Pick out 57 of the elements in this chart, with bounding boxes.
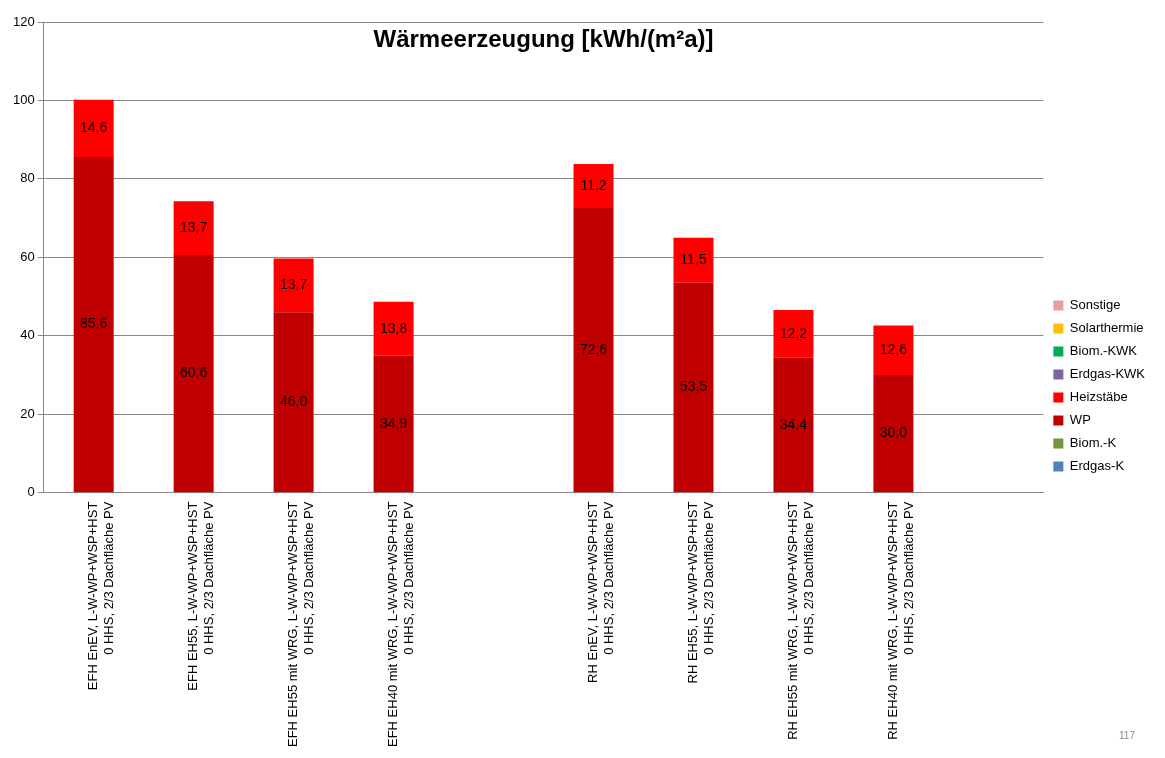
- data-label: 30,0: [879, 424, 908, 441]
- x-tick-label: EFH EnEV, L-W-WP+WSP+HST 0 HHS, 2/3 Dachfläche PV: [85, 501, 116, 691]
- text: 117: [1119, 729, 1136, 741]
- x-tick-label: EFH EH55 mit WRG, L-W-WP+WSP+HST 0 HHS, 2/3 Dachfläche PV: [285, 501, 316, 748]
- data-label: 13,8: [379, 319, 408, 336]
- bar: [73, 156, 114, 493]
- bar: [673, 282, 714, 493]
- data-label: 12,6: [879, 341, 908, 358]
- legend-label: Heizstäbe: [1069, 389, 1128, 405]
- bar: [573, 207, 614, 493]
- bar: [573, 163, 614, 208]
- y-tick-label: 0: [27, 484, 35, 500]
- x-tick-label: EFH EH40 mit WRG, L-W-WP+WSP+HST 0 HHS, 2/3 Dachfläche PV: [385, 501, 416, 748]
- bar: [373, 355, 414, 493]
- data-label: 12,2: [779, 324, 808, 341]
- y-tick-label: 20: [20, 405, 35, 421]
- y-tick-label: 80: [20, 170, 35, 186]
- data-label: 34,4: [779, 415, 808, 432]
- legend-label: Biom.-KWK: [1069, 343, 1138, 359]
- x-tick-label: RH EH55 mit WRG, L-W-WP+WSP+HST 0 HHS, 2/3 Dachfläche PV: [785, 501, 816, 740]
- data-label: 53,5: [679, 378, 708, 395]
- bar: [873, 325, 914, 375]
- bar: [173, 201, 214, 255]
- data-label: 34,9: [379, 414, 408, 431]
- data-label: 46,0: [279, 393, 308, 410]
- legend-label: Solarthermie: [1069, 320, 1144, 336]
- data-label: 13,7: [279, 276, 308, 293]
- y-tick-label: 60: [20, 248, 35, 264]
- data-label: 11,2: [580, 176, 607, 193]
- chart-title: Wärmeerzeugung [kWh/(m²a)]: [373, 24, 714, 52]
- legend-label: Biom.-K: [1069, 435, 1117, 451]
- legend-label: Erdgas-KWK: [1069, 366, 1146, 382]
- x-tick-label: EFH EH55, L-W-WP+WSP+HST 0 HHS, 2/3 Dachfläche PV: [185, 501, 216, 691]
- bar: [673, 237, 714, 283]
- x-tick-label: RH EnEV, L-W-WP+WSP+HST 0 HHS, 2/3 Dachfläche PV: [585, 501, 616, 683]
- bar: [273, 312, 314, 493]
- data-label: 72,6: [579, 340, 608, 357]
- x-tick-label: RH EH55, L-W-WP+WSP+HST 0 HHS, 2/3 Dachfläche PV: [685, 501, 716, 684]
- bar: [173, 254, 214, 493]
- data-label: 60,6: [180, 364, 208, 381]
- data-label: 13,7: [180, 218, 208, 235]
- bar: [773, 309, 814, 358]
- bar: [373, 301, 414, 356]
- legend-label: WP: [1069, 412, 1091, 428]
- bar: [273, 258, 314, 313]
- y-tick-label: 120: [12, 13, 35, 29]
- data-label: 14,6: [80, 119, 108, 136]
- y-tick-label: 100: [12, 92, 35, 108]
- data-label: 11,5: [680, 251, 707, 268]
- y-tick-label: 40: [20, 327, 35, 343]
- bar: [773, 357, 814, 493]
- legend-label: Sonstige: [1069, 297, 1121, 313]
- legend-label: Erdgas-K: [1069, 458, 1125, 474]
- x-tick-label: RH EH40 mit WRG, L-W-WP+WSP+HST 0 HHS, 2/3 Dachfläche PV: [885, 501, 916, 740]
- bar: [73, 99, 114, 157]
- data-label: 85,6: [80, 315, 108, 332]
- bar: [873, 375, 914, 493]
